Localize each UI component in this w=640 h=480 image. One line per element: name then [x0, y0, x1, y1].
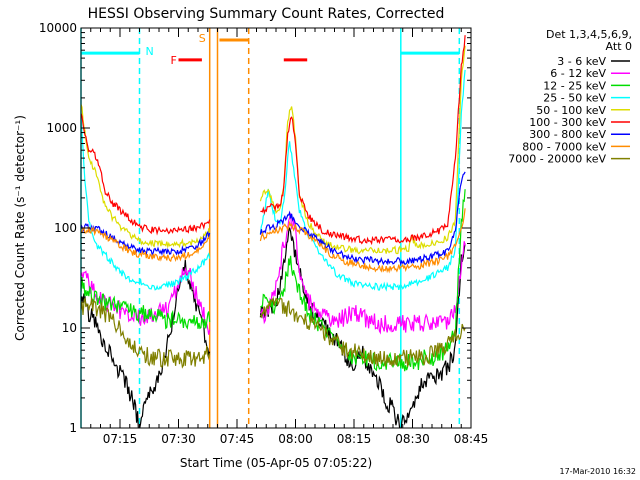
x-tick-label: 08:45	[454, 432, 489, 446]
series-line-1-a	[81, 259, 211, 428]
y-tick-label: 100	[54, 221, 77, 235]
y-axis: 1 10 100 1000 10000	[39, 21, 471, 435]
series-line-6-a	[81, 113, 211, 236]
series-line-5-a	[81, 104, 211, 249]
legend-entry-label: 6 - 12 keV	[550, 67, 606, 80]
legend-header-line2: Att 0	[606, 40, 632, 53]
series-line-8-b	[259, 208, 466, 274]
x-tick-label: 08:30	[395, 432, 430, 446]
x-tick-label: 08:00	[278, 432, 313, 446]
series-layer	[81, 35, 466, 428]
y-tick-label: 1	[69, 421, 77, 435]
x-tick-label: 07:15	[103, 432, 138, 446]
y-tick-label: 10	[62, 321, 77, 335]
series-line-9-b	[259, 296, 466, 368]
series-line-3-b	[260, 189, 466, 372]
series-line-8-a	[81, 226, 211, 263]
x-axis-label: Start Time (05-Apr-05 07:05:22)	[180, 456, 372, 470]
legend-entry-label: 3 - 6 keV	[557, 55, 606, 68]
x-tick-label: 07:30	[161, 432, 196, 446]
night-label: N	[146, 45, 154, 58]
legend-entry-label: 100 - 300 keV	[529, 116, 606, 129]
legend-header-line1: Det 1,3,4,5,6,9,	[546, 28, 632, 41]
legend-entry-label: 50 - 100 keV	[536, 104, 606, 117]
series-line-6-b	[260, 35, 466, 246]
legend-entry-label: 25 - 50 keV	[543, 92, 606, 105]
legend-entry-label: 300 - 800 keV	[529, 128, 606, 141]
x-axis: 07:15 07:30 07:45 08:00 08:15 08:30 08:45	[80, 28, 489, 446]
series-line-3-a	[81, 277, 211, 330]
series-line-4-a	[81, 114, 211, 291]
y-tick-label: 10000	[39, 21, 77, 35]
y-tick-label: 1000	[46, 121, 77, 135]
saa-label: S	[199, 32, 206, 45]
series-line-9-a	[81, 297, 211, 369]
chart-title: HESSI Observing Summary Count Rates, Cor…	[88, 6, 445, 22]
legend-entry-label: 800 - 7000 keV	[522, 140, 606, 153]
footer-timestamp: 17-Mar-2010 16:32	[560, 467, 637, 476]
y-axis-label: Corrected Count Rate (s⁻¹ detector⁻¹)	[13, 115, 27, 341]
flare-label: F	[171, 54, 177, 67]
series-line-7-b	[259, 171, 466, 267]
legend-entry-label: 12 - 25 keV	[543, 79, 606, 92]
series-line-1-b	[259, 227, 466, 428]
series-line-4-b	[259, 69, 466, 292]
legend-entry-label: 7000 - 20000 keV	[508, 153, 606, 166]
x-tick-label: 08:15	[337, 432, 372, 446]
x-tick-label: 07:45	[220, 432, 255, 446]
